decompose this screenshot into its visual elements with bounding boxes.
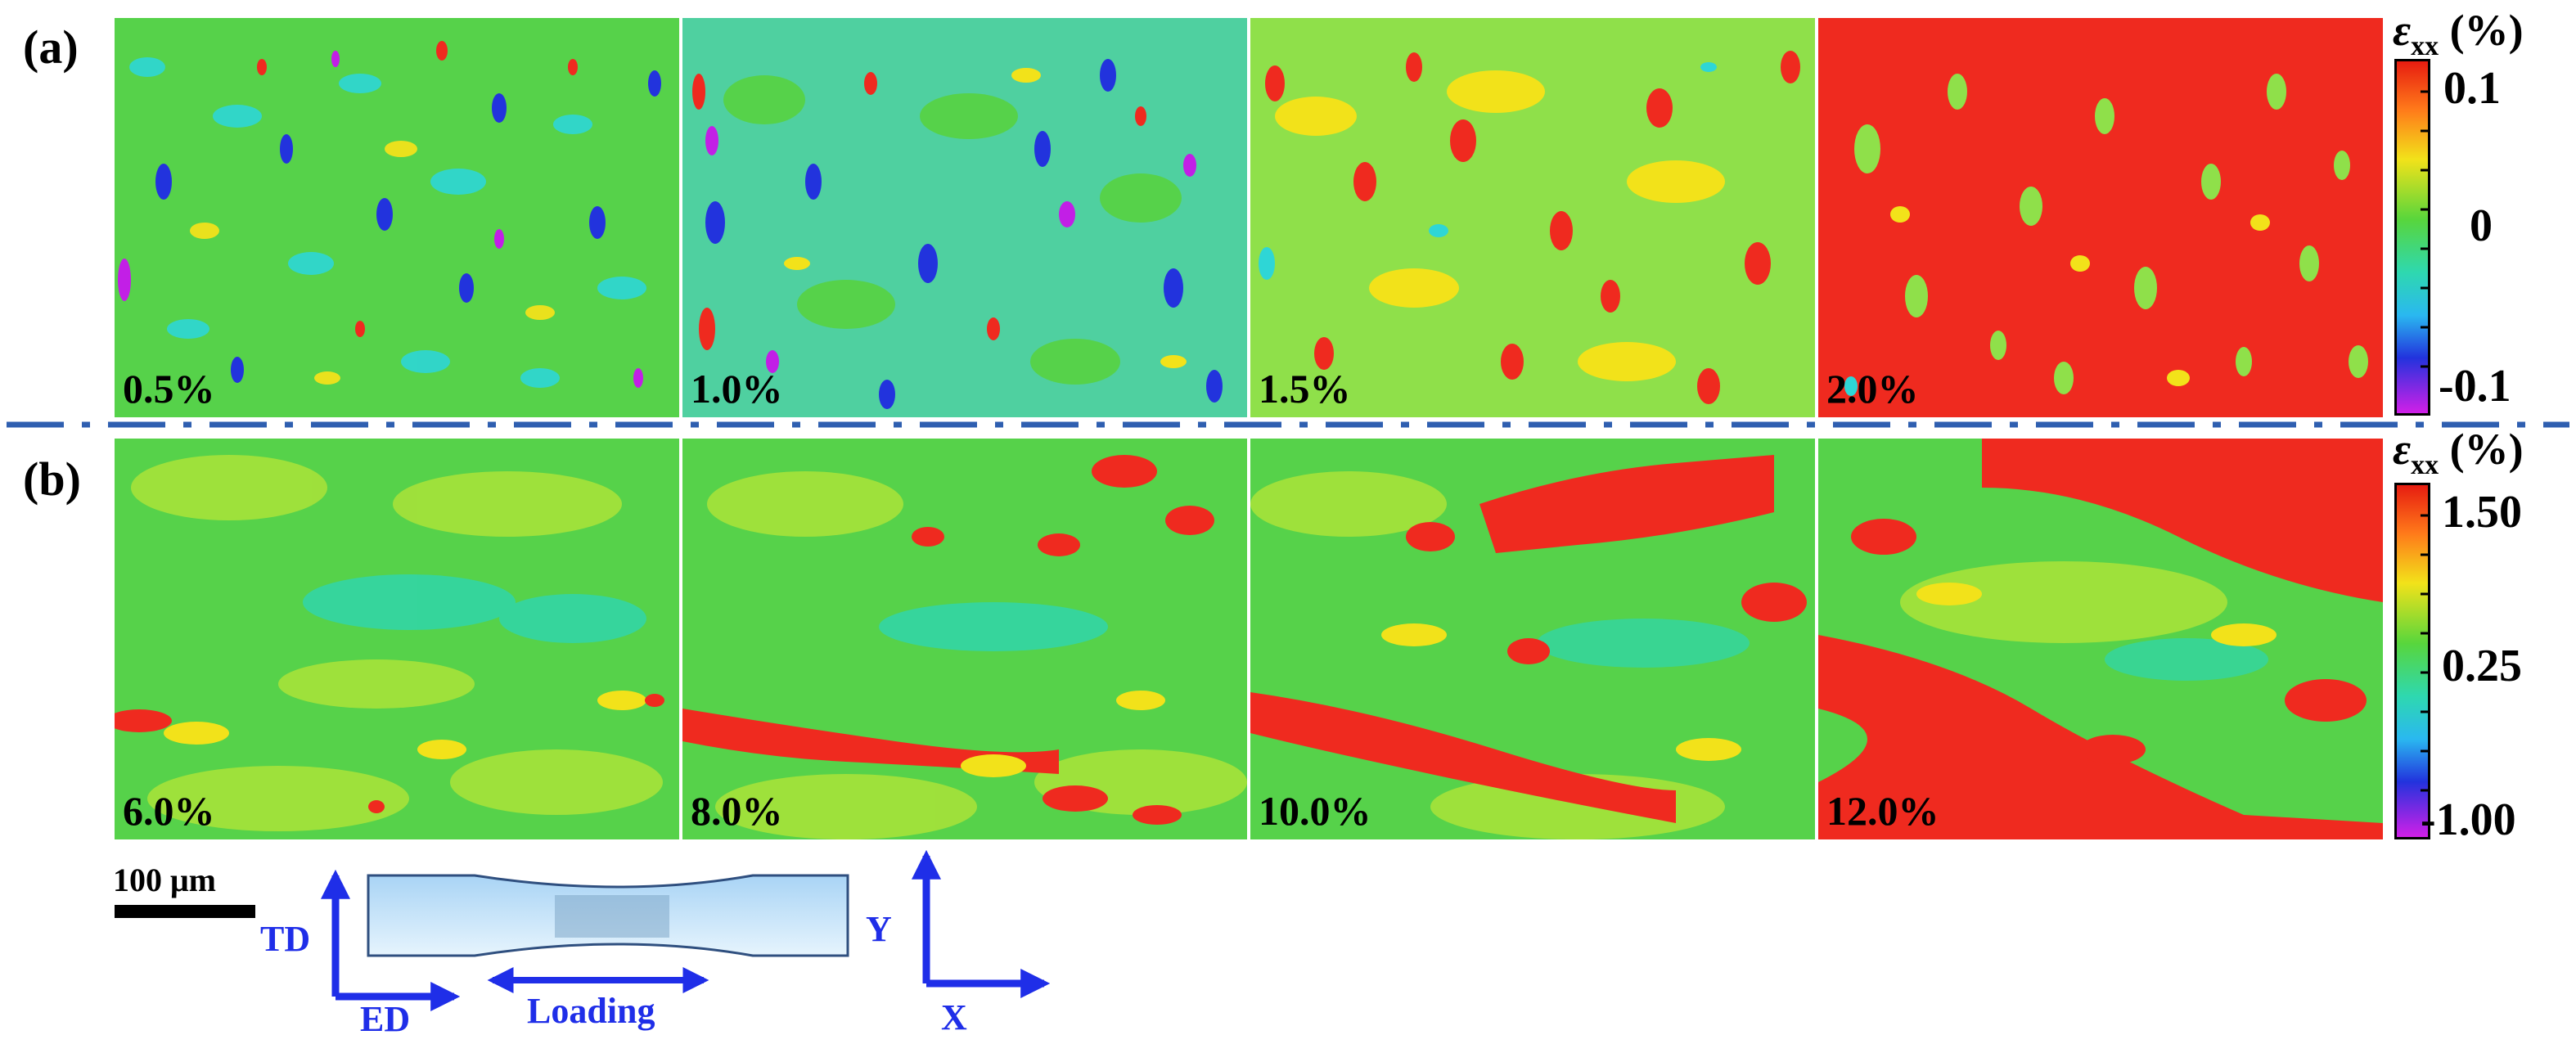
colorbar-a [2394, 59, 2430, 416]
colorbar-a-tick-min: -0.1 [2439, 361, 2511, 412]
specimen-schematic [321, 869, 849, 1011]
strain-map-a2: 1.0% [682, 18, 1247, 417]
strain-map-b2: 8.0% [682, 439, 1247, 839]
strain-map-a4: 2.0% [1818, 18, 2383, 417]
td-axis-label: TD [260, 919, 311, 959]
strain-label: 6.0% [123, 788, 215, 834]
colorbar-b-title: εxx (%) [2393, 425, 2524, 480]
colorbar-a-title: εxx (%) [2393, 6, 2524, 61]
strain-label: 12.0% [1826, 788, 1939, 834]
xy-axes [912, 849, 1051, 998]
strain-label: 10.0% [1259, 788, 1371, 834]
strain-label: 0.5% [123, 366, 215, 412]
colorbar-a-tick-mid: 0 [2470, 200, 2493, 251]
colorbar-b-tick-max: 1.50 [2442, 487, 2522, 538]
strain-map-a1: 0.5% [115, 18, 679, 417]
ed-axis-label: ED [360, 999, 411, 1039]
strain-map-b1: 6.0% [115, 439, 679, 839]
strain-label: 1.0% [691, 366, 783, 412]
scale-bar [115, 905, 255, 918]
loading-label: Loading [527, 991, 655, 1031]
strain-map-a3: 1.5% [1250, 18, 1815, 417]
scale-bar-label: 100 μm [113, 862, 216, 898]
colorbar-b [2394, 483, 2430, 839]
y-axis-label: Y [866, 909, 892, 949]
x-axis-label: X [941, 997, 967, 1037]
colorbar-b-tick-min: -1.00 [2421, 794, 2516, 845]
strain-map-b3: 10.0% [1250, 439, 1815, 839]
strain-map-b4: 12.0% [1818, 439, 2383, 839]
colorbar-b-tick-mid: 0.25 [2442, 641, 2522, 691]
strain-label: 2.0% [1826, 366, 1919, 412]
strain-label: 1.5% [1259, 366, 1351, 412]
strain-label: 8.0% [691, 788, 783, 834]
panel-divider [7, 421, 2569, 428]
colorbar-a-tick-max: 0.1 [2443, 63, 2501, 114]
panel-b-label: (b) [23, 452, 81, 506]
panel-a-label: (a) [23, 20, 79, 74]
